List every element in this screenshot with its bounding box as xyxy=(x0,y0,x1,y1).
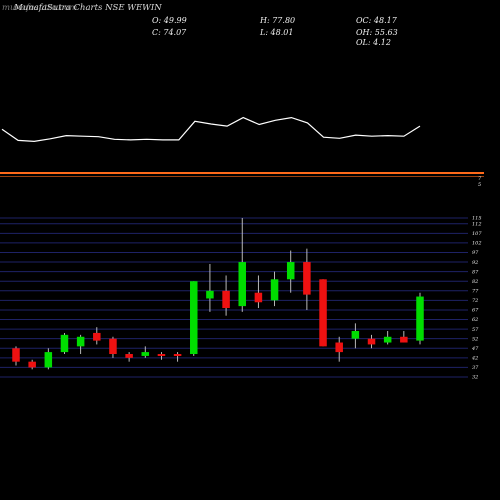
chart-title: MunafaSutra Charts NSE WEWIN xyxy=(13,3,162,13)
ohlc-close: C: 74.07 xyxy=(152,28,187,37)
ohlc-oc: OC: 48.17 xyxy=(356,16,398,25)
separator-marker-top: 7 xyxy=(478,176,482,182)
y-tick-label: 77 xyxy=(472,288,479,294)
line-panel xyxy=(1,116,421,143)
candle-layer xyxy=(12,218,424,370)
candle-body-up xyxy=(351,331,360,339)
candle-body-up xyxy=(141,352,150,356)
ohlc-ol: OL: 4.12 xyxy=(356,38,391,47)
candle-body-down xyxy=(28,361,36,368)
candle-body-down xyxy=(93,332,101,341)
y-tick-label: 107 xyxy=(472,231,482,237)
candle-body-up xyxy=(416,296,424,341)
candle-body-down xyxy=(254,292,263,303)
candle-body-down xyxy=(222,290,230,309)
y-tick-label: 87 xyxy=(472,269,479,275)
ohlc-low: L: 48.01 xyxy=(259,28,293,37)
candle-body-down xyxy=(12,348,20,362)
candle-body-down xyxy=(157,354,166,357)
candle-body-up xyxy=(383,336,392,343)
separator-marker-bottom: 5 xyxy=(478,182,481,188)
candle-body-down xyxy=(335,342,343,353)
ohlc-open: O: 49.99 xyxy=(152,16,187,25)
y-tick-label: 37 xyxy=(472,365,479,371)
candle-body-down xyxy=(319,279,327,347)
candle-body-up xyxy=(238,262,246,307)
candle-body-up xyxy=(44,352,53,368)
y-tick-label: 52 xyxy=(472,336,478,342)
y-tick-label: 82 xyxy=(472,279,478,285)
candle-body-down xyxy=(303,262,311,295)
candle-body-down xyxy=(125,354,133,358)
watermark-text: munafasutra.com xyxy=(2,3,77,13)
y-tick-label: 32 xyxy=(472,375,478,381)
ohlc-high: H: 77.80 xyxy=(259,16,295,25)
y-tick-label: 112 xyxy=(472,221,482,227)
y-tick-label: 57 xyxy=(472,327,479,333)
y-tick-label: 62 xyxy=(472,317,478,323)
line-series xyxy=(1,116,421,143)
candle-body-up xyxy=(76,336,85,347)
y-tick-label: 92 xyxy=(472,260,478,266)
candle-body-up xyxy=(190,281,198,355)
candle-body-down xyxy=(173,354,182,357)
candle-body-down xyxy=(400,336,408,343)
y-tick-label: 72 xyxy=(472,298,478,304)
grid-layer xyxy=(0,217,468,378)
candle-body-up xyxy=(206,290,214,299)
candle-body-up xyxy=(270,279,279,301)
ohlc-oh: OH: 55.63 xyxy=(356,28,398,37)
y-tick-label: 47 xyxy=(471,346,479,352)
y-tick-label: 102 xyxy=(472,241,482,247)
candle-body-up xyxy=(286,262,295,280)
y-tick-label: 115 xyxy=(472,216,482,222)
y-tick-label: 97 xyxy=(472,250,479,256)
y-tick-label: 42 xyxy=(471,356,478,362)
candle-body-up xyxy=(60,334,69,353)
candle-body-down xyxy=(109,338,117,355)
candle-body-down xyxy=(367,338,376,345)
y-tick-label: 67 xyxy=(472,308,479,314)
